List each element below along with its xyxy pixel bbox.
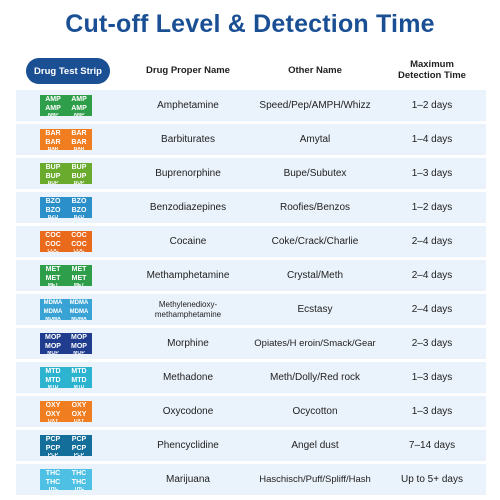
- drug-other-name: Amytal: [299, 134, 331, 145]
- drug-proper-name: Methamphetamine: [146, 270, 230, 281]
- detection-time: 1–2 days: [411, 202, 453, 213]
- header-drug-test-strip: Drug Test Strip: [26, 58, 110, 84]
- table-row: PCP PCP PCP PCP PCP PCP Phencyclidine Angel…: [16, 430, 486, 461]
- table-row: THC THC THC THC THC THC Marijuana Haschisch…: [16, 464, 486, 495]
- header-drug-proper-name: Drug Proper Name: [146, 64, 230, 76]
- drug-proper-name: Oxycodone: [162, 406, 214, 417]
- test-strip-pcp: PCP PCP PCP PCP PCP PCP: [40, 435, 92, 456]
- drug-proper-name: Buprenorphine: [155, 168, 221, 179]
- detection-time: 1–4 days: [411, 134, 453, 145]
- test-strip-mtd: MTD MTD MTD MTD MTD MTD: [40, 367, 92, 388]
- test-strip-bup: BUP BUP BUP BUP BUP BUP: [40, 163, 92, 184]
- test-strip-thc: THC THC THC THC THC THC: [40, 469, 92, 490]
- table-header: Drug Test Strip Drug Proper Name Other N…: [0, 56, 500, 86]
- table-row: MDMA MDMA MDMA MDMA MDMA MDMA Methylenediox…: [16, 294, 486, 325]
- drug-other-name: Roofies/Benzos: [279, 202, 351, 213]
- drug-other-name: Opiates/H eroin/Smack/Gear: [254, 338, 376, 349]
- header-other-name: Other Name: [288, 64, 342, 76]
- drug-other-name: Ocycotton: [292, 406, 338, 417]
- header-max-line2: Detection Time: [398, 70, 466, 81]
- drug-proper-name-line1: Methylenedioxy-: [158, 299, 218, 309]
- drug-proper-name: Cocaine: [169, 236, 207, 247]
- test-strip-bzo: BZO BZO BZO BZO BZO BZO: [40, 197, 92, 218]
- drug-proper-name: Amphetamine: [157, 100, 219, 111]
- test-strip-mop: MOP MOP MOP MOP MOP MOP: [40, 333, 92, 354]
- test-strip-amp: AMP AMP AMP AMP AMP AMP: [40, 95, 92, 116]
- drug-proper-name: Methadone: [162, 372, 214, 383]
- detection-time: 1–2 days: [411, 100, 453, 111]
- page-title: Cut-off Level & Detection Time: [65, 10, 435, 38]
- drug-other-name: Bupe/Subutex: [283, 168, 347, 179]
- detection-time: 2–4 days: [411, 270, 453, 281]
- test-strip-coc: COC COC COC COC COC COC: [40, 231, 92, 252]
- drug-other-name: Crystal/Meth: [286, 270, 344, 281]
- test-strip-bar: BAR BAR BAR BAR BAR BAR: [40, 129, 92, 150]
- test-strip-oxy: OXY OXY OXY OXY OXY OXY: [40, 401, 92, 422]
- detection-time: 7–14 days: [408, 440, 456, 451]
- drug-proper-name: Phencyclidine: [157, 440, 219, 451]
- drug-proper-name: Methylenedioxy- methamphetamine: [126, 294, 250, 325]
- drug-other-name: Meth/Dolly/Red rock: [269, 372, 361, 383]
- table-row: MTD MTD MTD MTD MTD MTD Methadone Meth/Doll…: [16, 362, 486, 393]
- table-row: BUP BUP BUP BUP BUP BUP Buprenorphine Bupe/…: [16, 158, 486, 189]
- detection-time: 2–3 days: [411, 338, 453, 349]
- detection-time: 2–4 days: [411, 304, 453, 315]
- drug-proper-name: Benzodiazepines: [149, 202, 227, 213]
- detection-time: 1–3 days: [411, 372, 453, 383]
- detection-time: 1–3 days: [411, 406, 453, 417]
- drug-proper-name: Marijuana: [166, 474, 210, 485]
- drug-other-name: Ecstasy: [297, 304, 333, 315]
- drug-proper-name: Morphine: [167, 338, 209, 349]
- drug-proper-name-line2: methamphetamine: [154, 309, 222, 319]
- table-row: MOP MOP MOP MOP MOP MOP Morphine Opiates/H …: [16, 328, 486, 359]
- detection-time: 1–3 days: [411, 168, 453, 179]
- table-row: MET MET MET MET MET MET Methamphetamine Cry…: [16, 260, 486, 291]
- table-row: AMP AMP AMP AMP AMP AMP Amphetamine Speed/P…: [16, 90, 486, 121]
- drug-other-name: Haschisch/Puff/Spliff/Hash: [259, 474, 371, 485]
- drug-other-name: Speed/Pep/AMPH/Whizz: [259, 100, 371, 111]
- detection-time: 2–4 days: [411, 236, 453, 247]
- table-row: OXY OXY OXY OXY OXY OXY Oxycodone Ocycotton…: [16, 396, 486, 427]
- detection-time: Up to 5+ days: [401, 474, 463, 485]
- test-strip-mdma: MDMA MDMA MDMA MDMA MDMA MDMA: [40, 299, 92, 320]
- table-row: BAR BAR BAR BAR BAR BAR Barbiturates Amytal…: [16, 124, 486, 155]
- drug-other-name: Angel dust: [291, 440, 339, 451]
- table-row: COC COC COC COC COC COC Cocaine Coke/Crack/…: [16, 226, 486, 257]
- header-max-detection-time: Maximum Detection Time: [384, 56, 480, 86]
- drug-proper-name: Barbiturates: [161, 134, 215, 145]
- table-row: BZO BZO BZO BZO BZO BZO Benzodiazepines Roo…: [16, 192, 486, 223]
- test-strip-met: MET MET MET MET MET MET: [40, 265, 92, 286]
- drug-other-name: Coke/Crack/Charlie: [271, 236, 359, 247]
- header-max-line1: Maximum: [410, 59, 454, 71]
